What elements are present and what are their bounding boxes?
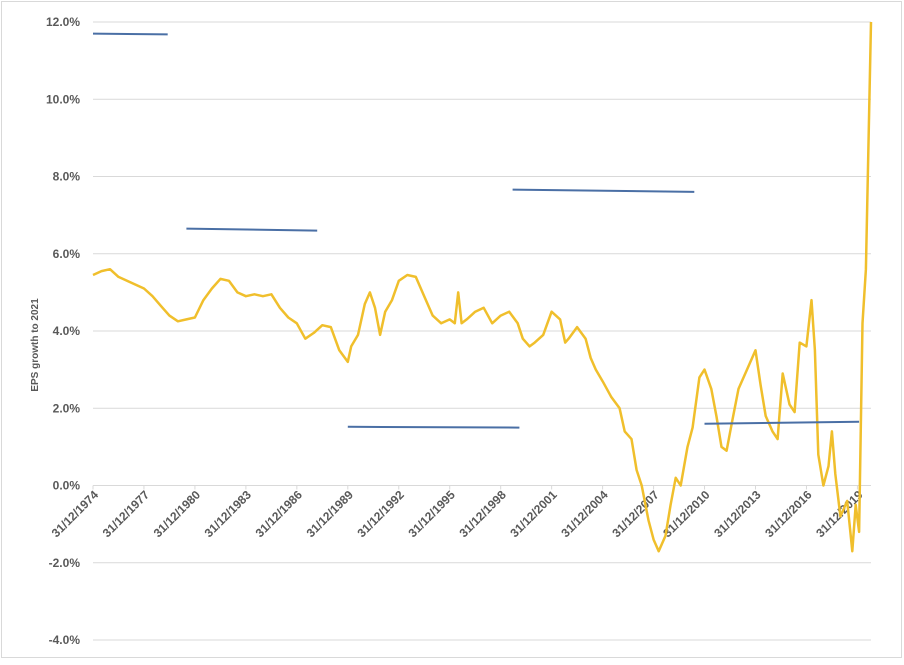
average-line <box>92 32 168 36</box>
y-tick-label: 0.0% <box>53 479 81 493</box>
y-tick-label: 8.0% <box>53 170 81 184</box>
y-tick-label: -2.0% <box>49 556 81 570</box>
average-line <box>347 425 520 429</box>
y-tick-label: -4.0% <box>49 633 81 647</box>
y-tick-label: 6.0% <box>53 247 81 261</box>
y-tick-label: 10.0% <box>46 92 80 106</box>
average-line <box>512 188 695 193</box>
y-tick-label: 12.0% <box>46 15 80 29</box>
average-line <box>704 420 860 425</box>
average-line <box>186 227 318 232</box>
y-axis-title: EPS growth to 2021 <box>30 298 41 392</box>
y-tick-label: 2.0% <box>53 401 81 415</box>
y-tick-label: 4.0% <box>53 324 81 338</box>
eps-growth-line <box>92 21 873 553</box>
